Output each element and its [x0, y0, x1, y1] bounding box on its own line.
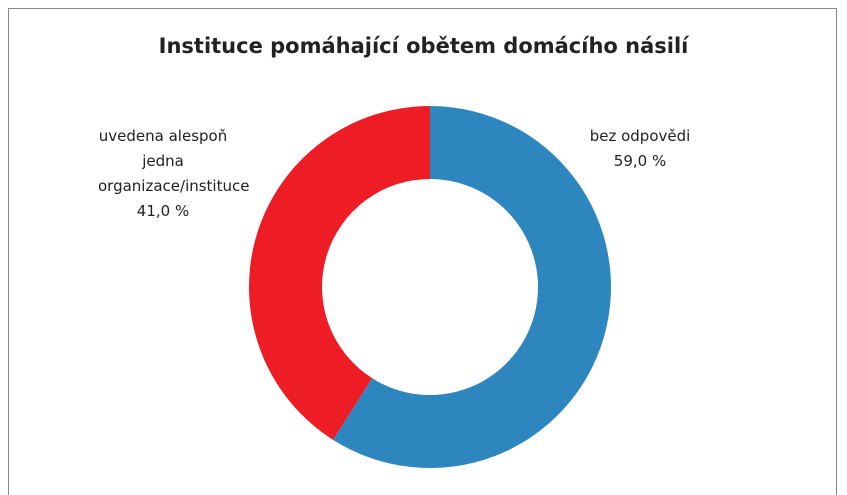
value-label: 59,0 %: [613, 152, 667, 170]
donut-slice: [333, 106, 612, 468]
value-label: 41,0 %: [136, 202, 190, 220]
slice-label: uvedena alespoň jedna organizace/institu…: [98, 124, 250, 224]
chart-frame: [8, 8, 837, 495]
category-label: uvedena alespoň jedna organizace/institu…: [98, 127, 250, 195]
chart-title: Instituce pomáhající obětem domácího nás…: [158, 34, 689, 58]
donut-slice: [249, 106, 430, 440]
category-label: bez odpovědi: [589, 127, 691, 145]
slice-label: bez odpovědi 59,0 %: [570, 124, 710, 174]
